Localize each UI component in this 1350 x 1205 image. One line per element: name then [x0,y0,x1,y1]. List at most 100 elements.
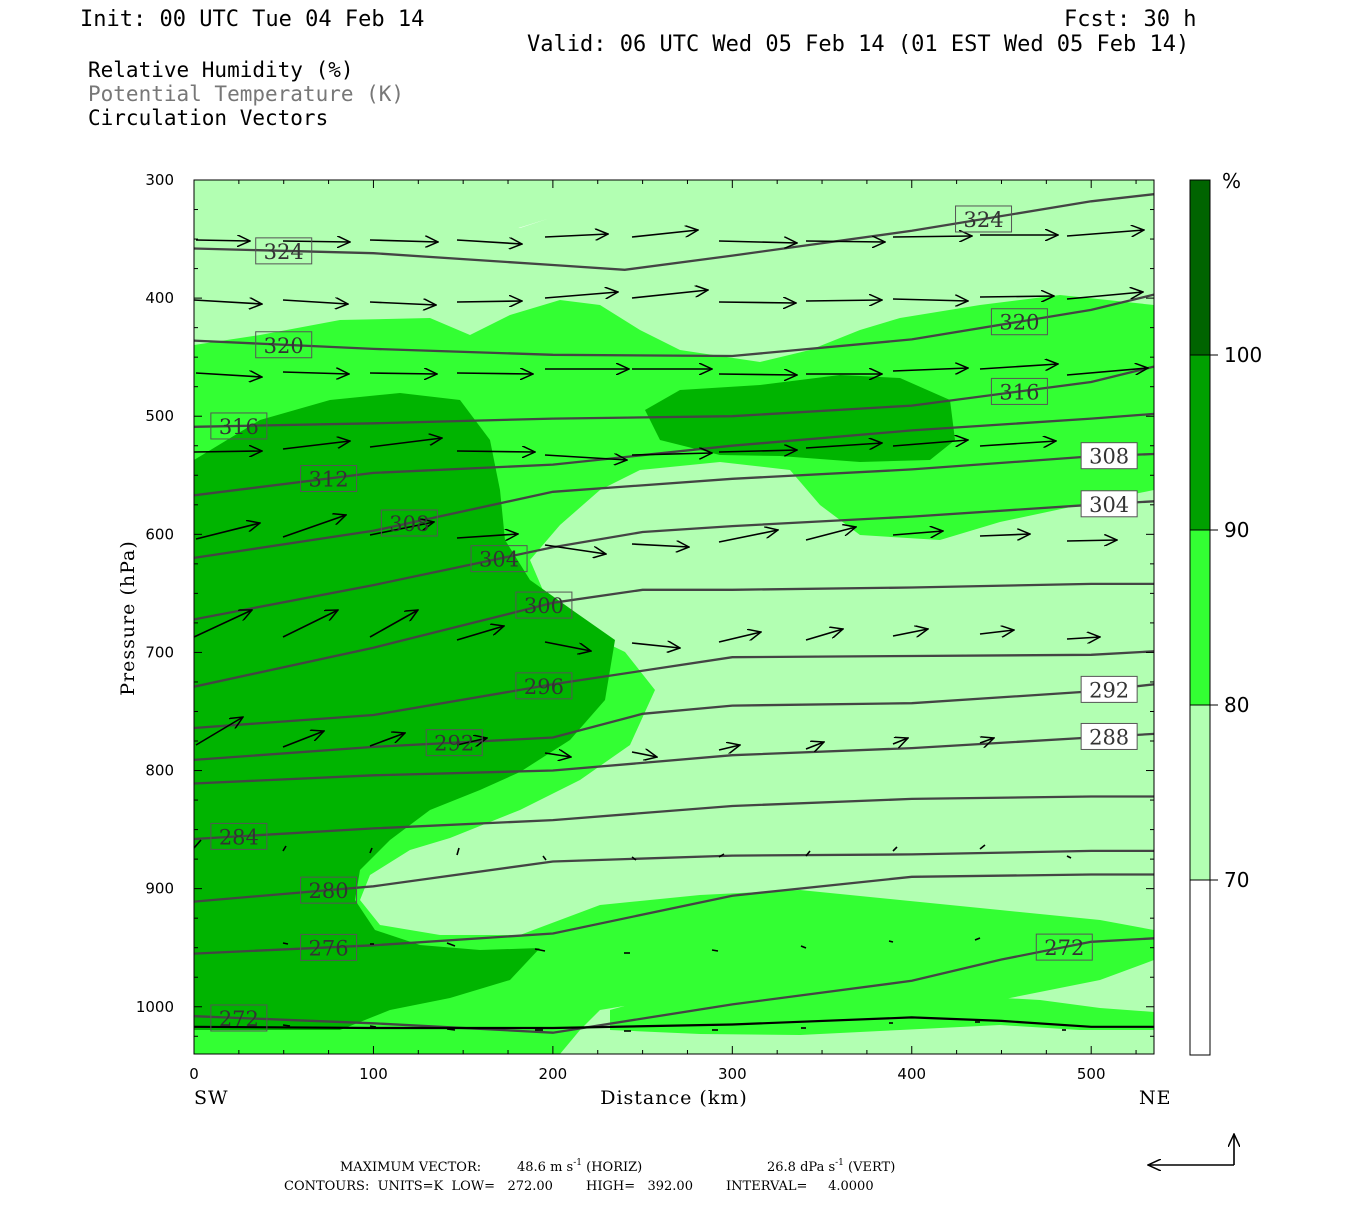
svg-text:308: 308 [389,512,429,536]
vector [892,440,968,446]
vector [631,230,698,238]
surface-line [194,1016,1154,1030]
vector [534,948,546,952]
colorbar: % 100 90 80 70 [1189,169,1262,1056]
vector [974,937,981,941]
vector [1066,292,1143,300]
y-axis-title: Pressure (hPa) [117,540,139,696]
vector [195,240,250,241]
svg-text:312: 312 [309,468,349,492]
colorbar-segment-100 [1190,180,1210,355]
x-tick-label: 100 [359,1065,388,1083]
vector [194,610,252,638]
vector [979,844,986,850]
isentrope-label-272: 272 [210,1004,268,1032]
vector [805,742,824,749]
vector [1066,368,1148,376]
vector [631,290,708,299]
vector [456,373,533,374]
isentrope-label-304: 304 [1080,490,1138,518]
isentrope-304 [194,500,1154,621]
svg-text:272: 272 [1044,936,1084,960]
isentrope-label-272: 272 [1035,933,1093,961]
svg-text:304: 304 [479,548,519,572]
init-time: Init: 00 UTC Tue 04 Feb 14 [80,7,424,32]
isentrope-296 [194,650,1154,730]
vector [544,455,627,460]
vector [1066,540,1117,541]
vector [631,643,680,648]
vector [718,853,725,858]
vector [892,846,898,852]
isentrope-312 [194,412,1154,497]
isentrope-label-308: 308 [1080,442,1138,470]
colorbar-tick-90: 90 [1224,518,1249,542]
isentrope-label-292: 292 [1080,675,1138,703]
svg-text:276: 276 [309,936,349,960]
vector [195,717,243,746]
vector [631,544,689,547]
vector [282,845,287,852]
svg-text:296: 296 [524,675,564,699]
vector [718,241,797,243]
vector [194,300,262,304]
vector [718,632,761,643]
y-tick-label: 500 [145,407,174,425]
vector [369,610,418,638]
svg-text:324: 324 [264,240,304,264]
plot-area [194,180,1154,1054]
vector [282,942,289,945]
vector [194,839,202,849]
svg-text:316: 316 [999,380,1039,404]
svg-text:320: 320 [264,334,304,358]
max-vector-label: MAXIMUM VECTOR: [340,1160,481,1175]
vector [282,441,350,450]
vector [544,292,618,298]
isentrope-292 [194,683,1154,762]
svg-text:288: 288 [1089,725,1129,749]
vector [892,531,943,535]
colorbar-segment-low [1190,880,1210,1055]
vector [456,847,460,856]
sw-label: SW [194,1087,229,1109]
vector [1066,230,1144,236]
vector [631,752,657,757]
vector [805,629,843,641]
vector [456,301,522,302]
vector [979,534,1030,536]
colorbar-tick-80: 80 [1224,693,1249,717]
vector [800,945,807,949]
isentrope-labels: 3243243203203163163123083083043043002962… [210,205,1138,1032]
contours-info: CONTOURS: UNITS=K LOW= 272.00 HIGH= 392.… [284,1179,874,1194]
colorbar-segment-90 [1190,355,1210,530]
vector [446,1028,456,1031]
x-tick-label: 0 [189,1065,199,1083]
vector [456,451,535,452]
svg-text:324: 324 [963,208,1003,232]
valid-time: Valid: 06 UTC Wed 05 Feb 14 (01 EST Wed … [527,32,1189,57]
vector [369,240,438,242]
vector [446,942,456,947]
vector [1066,637,1100,639]
vector [718,745,740,750]
y-tick-label: 1000 [136,998,174,1016]
colorbar-segment-80 [1190,530,1210,705]
vector [456,240,522,244]
vector [805,850,811,857]
isentrope-label-316: 316 [210,412,268,440]
isentrope-label-276: 276 [300,933,358,961]
x-axis-title: Distance (km) [600,1087,748,1109]
y-tick-label: 700 [145,643,174,661]
vector [282,515,346,538]
vector [544,544,606,554]
x-tick-label: 400 [897,1065,926,1083]
max-vert-vector: 26.8 dPa s-1 (VERT) [767,1158,895,1175]
vector [805,300,882,301]
field-circulation-vectors: Circulation Vectors [88,106,328,130]
x-tick-label: 300 [718,1065,747,1083]
vector [282,1024,291,1027]
vector [718,302,796,303]
vector [282,241,350,242]
vector [542,855,547,861]
